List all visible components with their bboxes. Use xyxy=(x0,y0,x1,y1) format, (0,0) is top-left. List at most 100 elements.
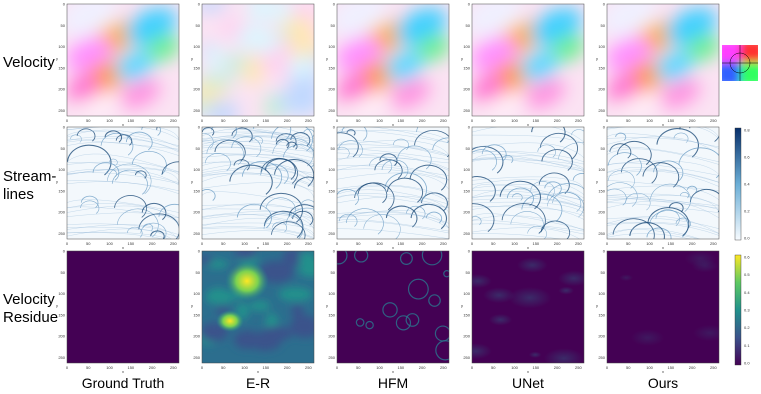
streamline xyxy=(607,137,719,149)
y-tick-label: 100 xyxy=(598,167,605,172)
column-label: UNet xyxy=(512,375,544,391)
column-label: E-R xyxy=(246,375,270,391)
blob xyxy=(67,36,113,73)
y-tick-label: 250 xyxy=(58,231,65,236)
x-tick-label: 0 xyxy=(336,241,339,246)
streamline xyxy=(607,185,719,200)
y-tick-label: 100 xyxy=(463,291,470,296)
y-tick-label: 50 xyxy=(61,23,66,28)
streamline xyxy=(80,200,100,214)
streamline xyxy=(607,146,719,163)
x-tick-label: 150 xyxy=(262,241,269,246)
x-tick-label: 250 xyxy=(170,118,177,123)
y-tick-label: 200 xyxy=(58,87,65,92)
streamline xyxy=(202,131,314,144)
y-tick-label: 200 xyxy=(463,87,470,92)
y-tick-label: 150 xyxy=(193,65,200,70)
blob xyxy=(282,251,306,266)
panel xyxy=(67,4,179,116)
streamline xyxy=(499,180,541,210)
y-tick-label: 100 xyxy=(463,167,470,172)
y-tick-label: 50 xyxy=(466,270,471,275)
streamline xyxy=(607,160,719,175)
y-tick-label: 0 xyxy=(63,2,66,7)
swirl xyxy=(428,294,441,307)
streamline xyxy=(275,133,297,148)
streamline xyxy=(607,180,719,191)
colorbar-tick-label: 0.0 xyxy=(744,361,750,366)
streamline xyxy=(143,223,154,231)
y-tick-label: 50 xyxy=(601,146,606,151)
streamline xyxy=(202,227,314,239)
x-tick-label: 200 xyxy=(284,365,291,370)
streamline xyxy=(540,220,571,239)
streamline xyxy=(202,189,216,201)
streamline xyxy=(67,141,179,156)
streamline xyxy=(202,161,314,174)
frame xyxy=(66,126,180,240)
streamline xyxy=(506,187,534,207)
streamline xyxy=(337,211,449,224)
streamline xyxy=(472,233,562,239)
colorbar-tick-label: 0.4 xyxy=(744,290,750,295)
y-tick-label: 50 xyxy=(331,146,336,151)
y-tick-label: 150 xyxy=(328,65,335,70)
patch xyxy=(558,270,584,287)
y-tick-label: 150 xyxy=(58,188,65,193)
y-tick-label: 200 xyxy=(463,210,470,215)
streamline xyxy=(385,205,418,228)
y-axis-label: y xyxy=(596,179,598,184)
streamline xyxy=(286,141,298,150)
x-tick-label: 100 xyxy=(376,118,383,123)
x-tick-label: 200 xyxy=(284,241,291,246)
x-tick-label: 100 xyxy=(511,241,518,246)
x-axis-label: x xyxy=(257,122,259,127)
streamline xyxy=(558,142,584,160)
blob xyxy=(207,44,224,73)
y-tick-label: 250 xyxy=(193,108,200,113)
y-tick-label: 200 xyxy=(328,87,335,92)
panel xyxy=(607,127,719,239)
frame xyxy=(201,3,315,117)
panel xyxy=(472,4,584,116)
y-tick-label: 0 xyxy=(198,249,201,254)
x-tick-label: 250 xyxy=(305,118,312,123)
y-tick-label: 150 xyxy=(193,312,200,317)
streamline xyxy=(150,230,165,239)
streamline xyxy=(607,222,719,236)
streamline xyxy=(607,233,691,239)
streamline xyxy=(290,132,311,147)
streamline xyxy=(271,127,313,152)
panel xyxy=(337,251,449,363)
x-tick-label: 200 xyxy=(419,365,426,370)
patch xyxy=(472,274,492,289)
swirl xyxy=(382,302,398,318)
y-tick-label: 250 xyxy=(598,108,605,113)
streamline xyxy=(285,207,314,225)
streamline xyxy=(607,152,642,176)
swirl xyxy=(337,251,348,265)
x-axis-label: x xyxy=(122,369,124,374)
colorbar-tick-label: 0.1 xyxy=(744,343,750,348)
x-tick-label: 200 xyxy=(689,241,696,246)
y-tick-label: 250 xyxy=(463,231,470,236)
y-tick-label: 200 xyxy=(598,334,605,339)
streamline xyxy=(472,134,584,146)
streamline xyxy=(607,200,719,218)
y-tick-label: 0 xyxy=(603,2,606,7)
swirl xyxy=(407,278,429,300)
y-tick-label: 100 xyxy=(193,291,200,296)
swirl xyxy=(405,313,420,327)
streamline xyxy=(346,129,356,136)
colorbar-tick-label: 0.2 xyxy=(744,209,750,214)
blob xyxy=(202,75,238,87)
x-tick-label: 50 xyxy=(356,118,361,123)
blob xyxy=(220,18,243,40)
x-tick-label: 100 xyxy=(106,118,113,123)
x-tick-label: 250 xyxy=(440,241,447,246)
y-tick-label: 250 xyxy=(328,108,335,113)
streamline xyxy=(510,211,544,235)
x-tick-label: 0 xyxy=(606,365,609,370)
blob xyxy=(548,35,584,63)
y-tick-label: 100 xyxy=(58,167,65,172)
